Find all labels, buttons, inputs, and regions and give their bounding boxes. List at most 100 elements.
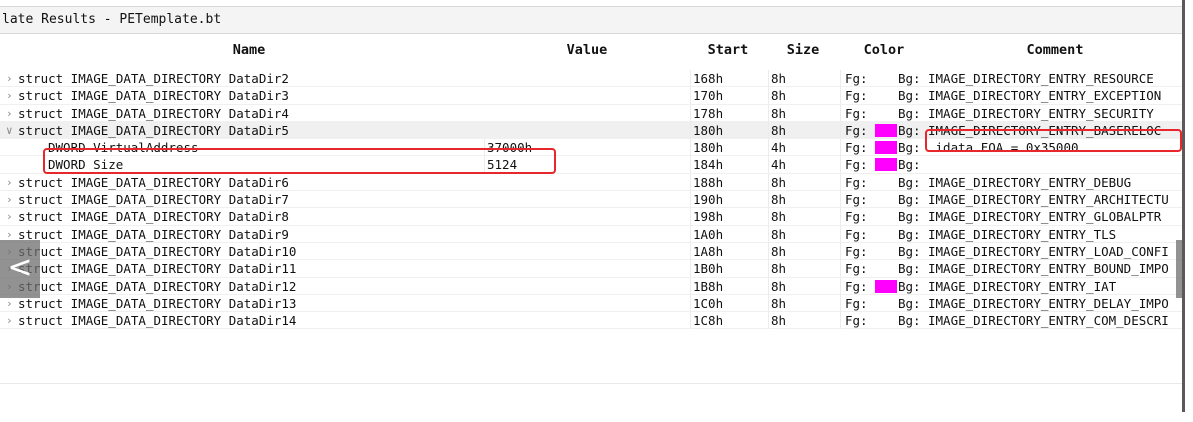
cell-color[interactable]: Fg: Bg:: [840, 191, 933, 209]
cell-comment[interactable]: IMAGE_DIRECTORY_ENTRY_SECURITY: [928, 105, 1154, 121]
highlight-box-basereloc: [925, 129, 1182, 152]
table-row[interactable]: › struct IMAGE_DATA_DIRECTORY DataDir2 168…: [0, 70, 1182, 88]
cell-size: 8h: [768, 208, 841, 226]
chevron-right-icon[interactable]: ›: [6, 210, 13, 224]
column-header-size[interactable]: Size: [786, 42, 820, 58]
cell-color[interactable]: Fg: Bg:: [840, 173, 933, 191]
column-header-start[interactable]: Start: [707, 42, 749, 58]
cell-comment[interactable]: IMAGE_DIRECTORY_ENTRY_LOAD_CONFI: [928, 243, 1169, 259]
cell-value[interactable]: 5124: [484, 156, 693, 174]
table-row[interactable]: ›struct IMAGE_DATA_DIRECTORY DataDir121B…: [0, 277, 1182, 295]
cell-color[interactable]: Fg: Bg:: [840, 139, 933, 157]
column-header-color[interactable]: Color: [863, 42, 905, 58]
results-tree: › struct IMAGE_DATA_DIRECTORY DataDir2 168…: [0, 70, 1182, 330]
cell-color[interactable]: Fg: Bg:: [840, 121, 933, 139]
cell-color[interactable]: Fg: Bg:: [840, 225, 933, 243]
cell-color[interactable]: Fg: Bg:: [840, 70, 933, 87]
cell-comment[interactable]: IMAGE_DIRECTORY_ENTRY_BOUND_IMPO: [928, 261, 1169, 277]
fg-label: Fg:: [845, 209, 868, 225]
chevron-right-icon[interactable]: ›: [6, 175, 13, 189]
cell-size: 8h: [768, 277, 841, 295]
panel-title: late Results - PETemplate.bt: [0, 6, 1182, 34]
cell-start: 1C8h: [690, 312, 769, 330]
cell-color[interactable]: Fg: Bg:: [840, 156, 933, 174]
bg-label: Bg:: [898, 209, 921, 225]
bg-label: Bg:: [898, 295, 921, 311]
cell-color[interactable]: Fg: Bg:: [840, 87, 933, 105]
cell-name: struct IMAGE_DATA_DIRECTORY DataDir2: [18, 71, 289, 86]
cell-start: 180h: [690, 139, 769, 157]
cell-size: 8h: [768, 312, 841, 330]
chevron-right-icon[interactable]: ›: [6, 314, 13, 328]
cell-comment[interactable]: IMAGE_DIRECTORY_ENTRY_GLOBALPTR: [928, 209, 1162, 225]
table-row[interactable]: › struct IMAGE_DATA_DIRECTORY DataDir14 1C…: [0, 312, 1182, 330]
table-row[interactable]: › struct IMAGE_DATA_DIRECTORY DataDir9 1A0…: [0, 225, 1182, 243]
cell-color[interactable]: Fg: Bg:: [840, 294, 933, 312]
cell-size: 8h: [768, 104, 841, 122]
cell-comment[interactable]: IMAGE_DIRECTORY_ENTRY_DEBUG: [928, 174, 1132, 190]
cell-color[interactable]: Fg: Bg:: [840, 260, 933, 278]
bg-label: Bg:: [898, 88, 921, 104]
cell-comment[interactable]: IMAGE_DIRECTORY_ENTRY_COM_DESCRI: [928, 313, 1169, 329]
cell-name: struct IMAGE_DATA_DIRECTORY DataDir12: [18, 278, 297, 294]
chevron-right-icon[interactable]: ›: [6, 296, 13, 310]
template-results-panel: late Results - PETemplate.bt Name Value …: [0, 6, 1182, 384]
column-header-comment[interactable]: Comment: [1026, 42, 1084, 58]
table-row[interactable]: › struct IMAGE_DATA_DIRECTORY DataDir3 170…: [0, 87, 1182, 105]
bg-label: Bg:: [898, 192, 921, 208]
next-arrow-edge[interactable]: [1176, 240, 1182, 298]
cell-value[interactable]: 37000h: [484, 139, 693, 157]
cell-start: 180h: [690, 121, 769, 139]
cell-comment[interactable]: IMAGE_DIRECTORY_ENTRY_TLS: [928, 226, 1117, 242]
table-row[interactable]: › struct IMAGE_DATA_DIRECTORY DataDir4 178…: [0, 104, 1182, 122]
cell-comment[interactable]: IMAGE_DIRECTORY_ENTRY_IAT: [928, 278, 1117, 294]
cell-name: struct IMAGE_DATA_DIRECTORY DataDir14: [18, 313, 297, 329]
fg-label: Fg:: [845, 105, 868, 121]
cell-name: struct IMAGE_DATA_DIRECTORY DataDir6: [18, 174, 289, 190]
column-header-name[interactable]: Name: [232, 42, 266, 58]
bg-label: Bg:: [898, 313, 921, 329]
cell-color[interactable]: Fg: Bg:: [840, 242, 933, 260]
color-swatch: [875, 158, 897, 172]
cell-comment[interactable]: IMAGE_DIRECTORY_ENTRY_EXCEPTION: [928, 88, 1162, 104]
table-row[interactable]: › struct IMAGE_DATA_DIRECTORY DataDir8 198…: [0, 208, 1182, 226]
cell-color[interactable]: Fg: Bg:: [840, 208, 933, 226]
cell-size: 4h: [768, 156, 841, 174]
cell-comment[interactable]: IMAGE_DIRECTORY_ENTRY_RESOURCE: [928, 71, 1154, 86]
cell-start: 190h: [690, 191, 769, 209]
table-row[interactable]: ›struct IMAGE_DATA_DIRECTORY DataDir101A…: [0, 242, 1182, 261]
cell-color[interactable]: Fg: Bg:: [840, 312, 933, 330]
table-row[interactable]: › struct IMAGE_DATA_DIRECTORY DataDir7 190…: [0, 191, 1182, 209]
cell-comment[interactable]: IMAGE_DIRECTORY_ENTRY_ARCHITECTU: [928, 192, 1169, 208]
fg-label: Fg:: [845, 192, 868, 208]
chevron-right-icon[interactable]: ›: [6, 72, 13, 85]
cell-color[interactable]: Fg: Bg:: [840, 277, 933, 295]
cell-start: 1A8h: [690, 242, 769, 260]
cell-start: 168h: [690, 70, 769, 87]
table-row[interactable]: ›struct IMAGE_DATA_DIRECTORY DataDir111B…: [0, 260, 1182, 278]
chevron-right-icon[interactable]: ›: [6, 193, 13, 207]
cell-size: 8h: [768, 225, 841, 243]
cell-size: 8h: [768, 121, 841, 139]
cell-size: 8h: [768, 70, 841, 87]
cell-size: 4h: [768, 139, 841, 157]
chevron-right-icon[interactable]: ›: [6, 227, 13, 241]
chevron-down-icon[interactable]: ∨: [6, 123, 13, 137]
bg-label: Bg:: [898, 278, 921, 294]
table-row[interactable]: DWORD Size 5124 184h 4h Fg: Bg:: [0, 156, 1182, 174]
chevron-right-icon[interactable]: ›: [6, 106, 13, 120]
prev-arrow-icon[interactable]: <: [0, 240, 40, 298]
color-swatch: [875, 279, 897, 293]
cell-color[interactable]: Fg: Bg:: [840, 104, 933, 122]
table-row[interactable]: › struct IMAGE_DATA_DIRECTORY DataDir13 1C…: [0, 294, 1182, 313]
column-header-value[interactable]: Value: [566, 42, 608, 58]
cell-name: struct IMAGE_DATA_DIRECTORY DataDir5: [18, 122, 289, 138]
cell-start: 1A0h: [690, 225, 769, 243]
cell-start: 198h: [690, 208, 769, 226]
fg-label: Fg:: [845, 122, 868, 138]
cell-comment[interactable]: IMAGE_DIRECTORY_ENTRY_DELAY_IMPO: [928, 295, 1169, 311]
chevron-right-icon[interactable]: ›: [6, 89, 13, 103]
cell-size: 8h: [768, 294, 841, 312]
table-row[interactable]: › struct IMAGE_DATA_DIRECTORY DataDir6 188…: [0, 173, 1182, 192]
fg-label: Fg:: [845, 295, 868, 311]
